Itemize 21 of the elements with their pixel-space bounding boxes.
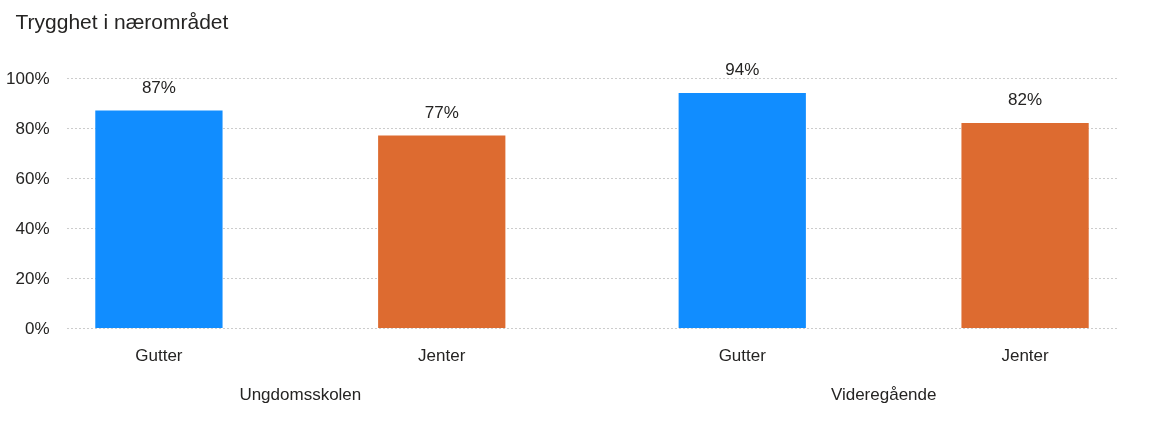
y-tick-label: 0%	[24, 318, 50, 338]
bar	[378, 135, 506, 328]
series-label: Jenter	[418, 346, 466, 365]
bar	[961, 123, 1089, 328]
y-tick-label: 40%	[15, 218, 50, 238]
y-tick-label: 100%	[6, 68, 50, 88]
series-label: Gutter	[135, 346, 183, 365]
y-tick-label: 80%	[15, 118, 50, 138]
data-label: 94%	[725, 60, 760, 79]
data-label: 87%	[141, 77, 176, 97]
chart-title: Trygghet i nærområdet	[15, 10, 229, 33]
y-tick-label: 20%	[15, 268, 50, 288]
text: Gutter	[718, 346, 766, 365]
bar	[95, 110, 223, 328]
x-tick-label: Ungdomsskolen	[239, 384, 362, 404]
y-tick-label: 60%	[15, 168, 50, 188]
data-label: 77%	[424, 102, 459, 122]
data-label: 82%	[1008, 90, 1043, 109]
bar	[678, 93, 806, 328]
x-tick-label: Videregående	[830, 384, 937, 404]
text: Jenter	[1001, 346, 1049, 365]
